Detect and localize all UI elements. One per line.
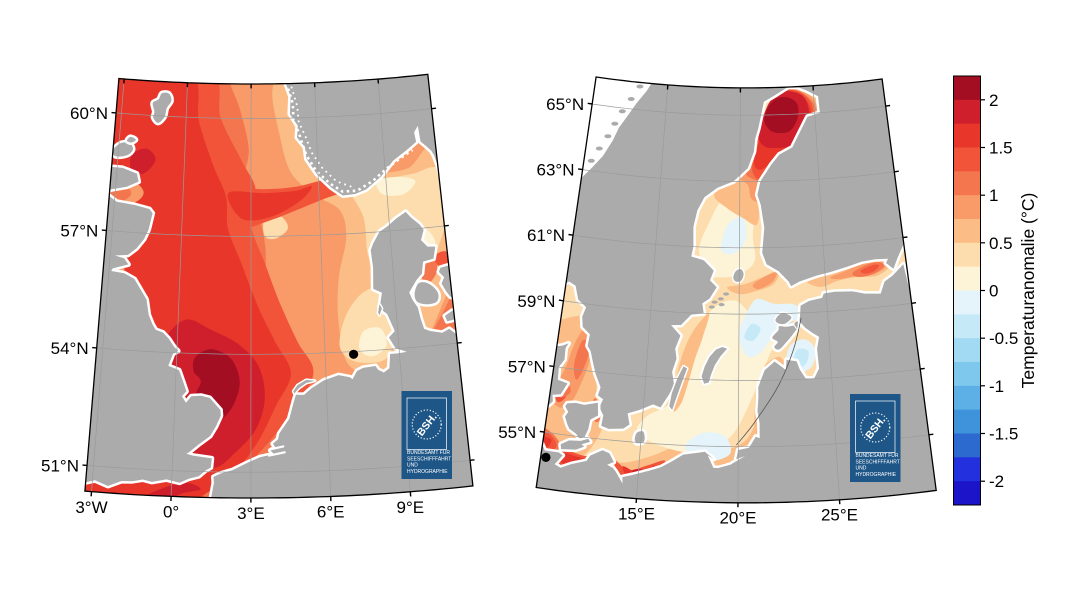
svg-text:54°N: 54°N: [51, 339, 89, 358]
svg-text:-1: -1: [989, 377, 1004, 396]
svg-text:UND: UND: [407, 463, 418, 469]
svg-text:57°N: 57°N: [508, 357, 546, 376]
svg-text:6°E: 6°E: [317, 503, 345, 522]
svg-text:BUNDESAMT FÜR: BUNDESAMT FÜR: [407, 449, 450, 456]
svg-text:-2: -2: [989, 472, 1004, 491]
svg-text:2: 2: [989, 91, 998, 110]
svg-text:59°N: 59°N: [517, 292, 555, 311]
svg-text:65°N: 65°N: [546, 95, 584, 114]
svg-text:SEESCHIFFFAHRT: SEESCHIFFFAHRT: [856, 459, 900, 465]
svg-text:55°N: 55°N: [498, 423, 536, 442]
svg-text:1: 1: [989, 186, 998, 205]
svg-text:SEESCHIFFFAHRT: SEESCHIFFFAHRT: [407, 456, 451, 462]
svg-text:3°E: 3°E: [237, 504, 265, 523]
svg-text:15°E: 15°E: [618, 505, 655, 524]
svg-text:HYDROGRAPHIE: HYDROGRAPHIE: [856, 472, 897, 478]
svg-text:-0.5: -0.5: [989, 329, 1018, 348]
svg-text:0: 0: [989, 282, 998, 301]
svg-text:25°E: 25°E: [821, 506, 858, 525]
svg-text:60°N: 60°N: [70, 104, 108, 123]
svg-text:0°: 0°: [163, 503, 179, 522]
svg-text:UND: UND: [856, 466, 867, 472]
svg-text:1.5: 1.5: [989, 139, 1013, 158]
svg-text:61°N: 61°N: [527, 226, 565, 245]
svg-text:-1.5: -1.5: [989, 425, 1018, 444]
svg-text:9°E: 9°E: [397, 498, 425, 517]
svg-text:57°N: 57°N: [60, 221, 98, 240]
svg-text:BUNDESAMT FÜR: BUNDESAMT FÜR: [856, 452, 899, 459]
svg-text:Temperaturanomalie (°C): Temperaturanomalie (°C): [1018, 193, 1038, 389]
svg-text:0.5: 0.5: [989, 234, 1013, 253]
svg-text:HYDROGRAPHIE: HYDROGRAPHIE: [407, 469, 448, 475]
svg-text:51°N: 51°N: [41, 456, 79, 475]
svg-text:63°N: 63°N: [537, 161, 575, 180]
svg-text:3°W: 3°W: [75, 498, 107, 517]
svg-text:20°E: 20°E: [719, 509, 756, 528]
